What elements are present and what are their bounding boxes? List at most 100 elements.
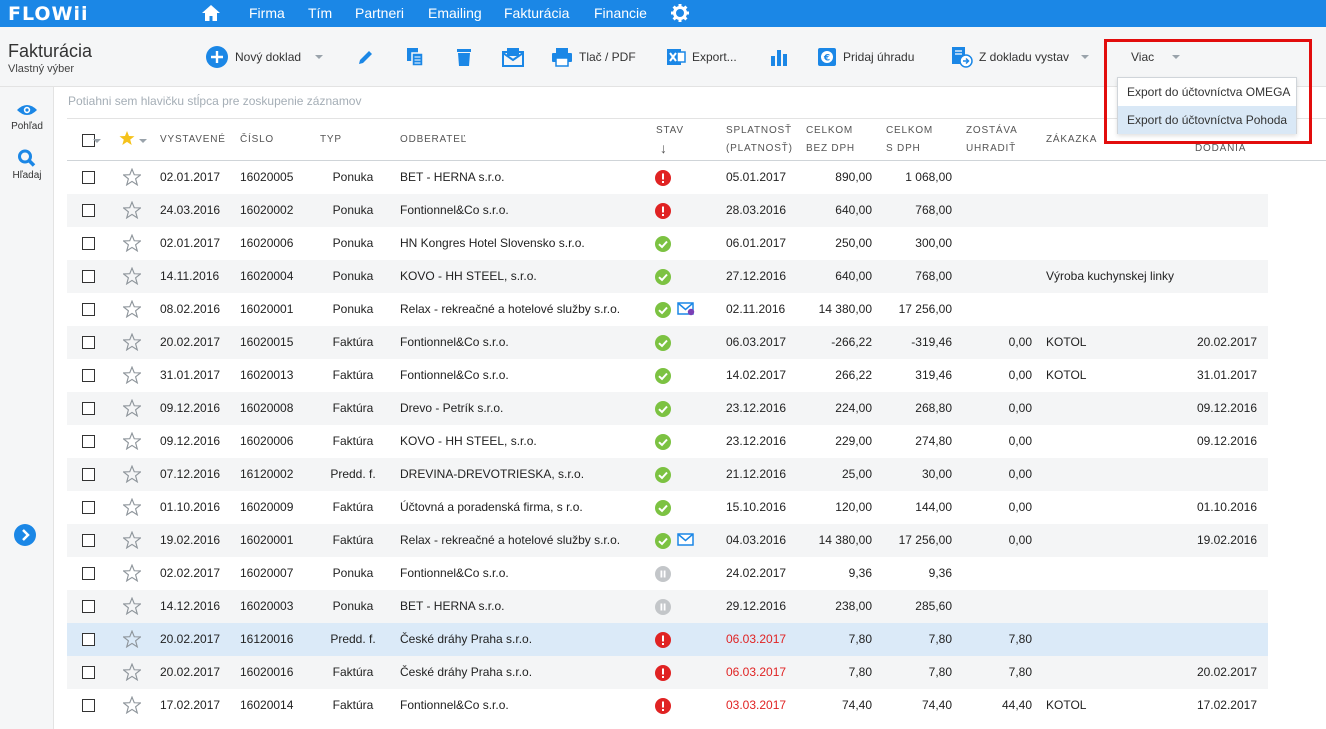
status-ok-icon[interactable] [655,368,671,384]
cell-number[interactable]: 16020014 [240,698,294,712]
star-outline-icon[interactable] [123,300,141,318]
cell-customer[interactable]: BET - HERNA s.r.o. [400,170,505,184]
col-type[interactable]: TYP [320,134,342,145]
nav-fakturacia[interactable]: Fakturácia [504,5,570,21]
status-error-icon[interactable] [655,170,671,186]
star-outline-icon[interactable] [123,498,141,516]
star-outline-icon[interactable] [123,432,141,450]
grouping-hint[interactable]: Potiahni sem hlavičku stĺpca pre zoskupe… [68,94,362,108]
nav-financie[interactable]: Financie [594,5,647,21]
table-row[interactable]: 02.01.2017 16020006 Ponuka HN Kongres Hotel… [67,227,1268,260]
status-ok-icon[interactable] [655,302,671,318]
row-checkbox[interactable] [82,303,95,316]
cell-number[interactable]: 16020007 [240,566,294,580]
expand-panel-button[interactable] [14,524,36,546]
add-payment-button[interactable]: € Pridaj úhradu [817,44,914,70]
table-row[interactable]: 09.12.2016 16020006 Faktúra KOVO - HH STEEL… [67,425,1268,458]
row-checkbox[interactable] [82,237,95,250]
nav-emailing[interactable]: Emailing [428,5,482,21]
cell-number[interactable]: 16020001 [240,533,294,547]
cell-customer[interactable]: BET - HERNA s.r.o. [400,599,505,613]
cell-number[interactable]: 16020009 [240,500,294,514]
table-row[interactable]: 31.01.2017 16020013 Faktúra Fontionnel&Co s… [67,359,1268,392]
star-outline-icon[interactable] [123,201,141,219]
table-row[interactable]: 20.02.2017 16120016 Predd. f. České dráhy P… [67,623,1268,656]
col-remain-line1[interactable]: ZOSTÁVA [966,125,1018,136]
edit-button[interactable] [356,44,382,70]
app-logo[interactable]: FLOWii [8,3,89,25]
table-row[interactable]: 07.12.2016 16120002 Predd. f. DREVINA-DREVO… [67,458,1268,491]
star-outline-icon[interactable] [123,366,141,384]
cell-customer[interactable]: HN Kongres Hotel Slovensko s.r.o. [400,236,585,250]
print-pdf-button[interactable]: Tlač / PDF [551,44,636,70]
export-pohoda-menu-item[interactable]: Export do účtovníctva Pohoda [1118,106,1296,134]
row-checkbox[interactable] [82,567,95,580]
row-checkbox[interactable] [82,600,95,613]
cell-number[interactable]: 16020015 [240,335,294,349]
nav-tim[interactable]: Tím [308,5,333,21]
rail-search[interactable]: Hľadaj [0,149,54,181]
cell-customer[interactable]: Fontionnel&Co s.r.o. [400,335,509,349]
cell-number[interactable]: 16020008 [240,401,294,415]
status-error-icon[interactable] [655,665,671,681]
chevron-down-icon[interactable] [1081,55,1090,59]
star-outline-icon[interactable] [123,267,141,285]
star-outline-icon[interactable] [123,399,141,417]
row-checkbox[interactable] [82,171,95,184]
home-icon[interactable] [201,3,221,23]
status-ok-icon[interactable] [655,533,671,549]
table-row[interactable]: 17.02.2017 16020014 Faktúra Fontionnel&Co s… [67,689,1268,722]
cell-number[interactable]: 16020013 [240,368,294,382]
cell-number[interactable]: 16020004 [240,269,294,283]
star-outline-icon[interactable] [123,564,141,582]
star-outline-icon[interactable] [123,597,141,615]
status-error-icon[interactable] [655,632,671,648]
status-paused-icon[interactable] [655,599,671,615]
table-row[interactable]: 20.02.2017 16020016 Faktúra České dráhy Pra… [67,656,1268,689]
col-gross-line1[interactable]: CELKOM [886,125,934,136]
chevron-down-icon[interactable] [93,139,101,143]
cell-number[interactable]: 16120002 [240,467,294,481]
star-filled-icon[interactable] [119,130,135,146]
delete-button[interactable] [455,44,479,70]
status-ok-icon[interactable] [655,401,671,417]
page-subtitle[interactable]: Vlastný výber [8,63,75,75]
rail-view[interactable]: Pohľad [0,103,54,132]
cell-number[interactable]: 16020001 [240,302,294,316]
star-outline-icon[interactable] [123,696,141,714]
col-order[interactable]: ZÁKAZKA [1046,134,1098,145]
star-outline-icon[interactable] [123,234,141,252]
status-ok-icon[interactable] [655,335,671,351]
cell-number[interactable]: 16020006 [240,236,294,250]
table-row[interactable]: 02.01.2017 16020005 Ponuka BET - HERNA s.r.… [67,161,1268,194]
cell-number[interactable]: 16020003 [240,599,294,613]
cell-customer[interactable]: Fontionnel&Co s.r.o. [400,566,509,580]
status-ok-icon[interactable] [655,467,671,483]
cell-number[interactable]: 16120016 [240,632,294,646]
status-ok-icon[interactable] [655,269,671,285]
mail-icon[interactable] [677,532,695,548]
table-row[interactable]: 02.02.2017 16020007 Ponuka Fontionnel&Co s.… [67,557,1268,590]
table-row[interactable]: 19.02.2016 16020001 Faktúra Relax - rekreač… [67,524,1268,557]
export-button[interactable]: Export... [666,44,737,70]
row-checkbox[interactable] [82,699,95,712]
nav-partneri[interactable]: Partneri [355,5,405,21]
table-row[interactable]: 20.02.2017 16020015 Faktúra Fontionnel&Co s… [67,326,1268,359]
status-error-icon[interactable] [655,698,671,714]
new-document-button[interactable]: Nový doklad [205,44,324,70]
col-due-line1[interactable]: SPLATNOSŤ [726,125,792,136]
cell-customer[interactable]: Relax - rekreačné a hotelové služby s.r.… [400,533,621,547]
star-outline-icon[interactable] [123,663,141,681]
nav-firma[interactable]: Firma [249,5,285,21]
cell-customer[interactable]: Účtovná a poradenská firma, s r.o. [400,500,583,514]
row-checkbox[interactable] [82,534,95,547]
mail-viewed-icon[interactable] [677,301,695,317]
col-delivery[interactable]: DODANIA [1195,143,1247,154]
row-checkbox[interactable] [82,666,95,679]
table-row[interactable]: 24.03.2016 16020002 Ponuka Fontionnel&Co s.… [67,194,1268,227]
table-row[interactable]: 14.11.2016 16020004 Ponuka KOVO - HH STEEL,… [67,260,1268,293]
chevron-down-icon[interactable] [139,139,147,143]
table-row[interactable]: 14.12.2016 16020003 Ponuka BET - HERNA s.r.… [67,590,1268,623]
col-customer[interactable]: ODBERATEĽ [400,134,468,145]
cell-number[interactable]: 16020002 [240,203,294,217]
